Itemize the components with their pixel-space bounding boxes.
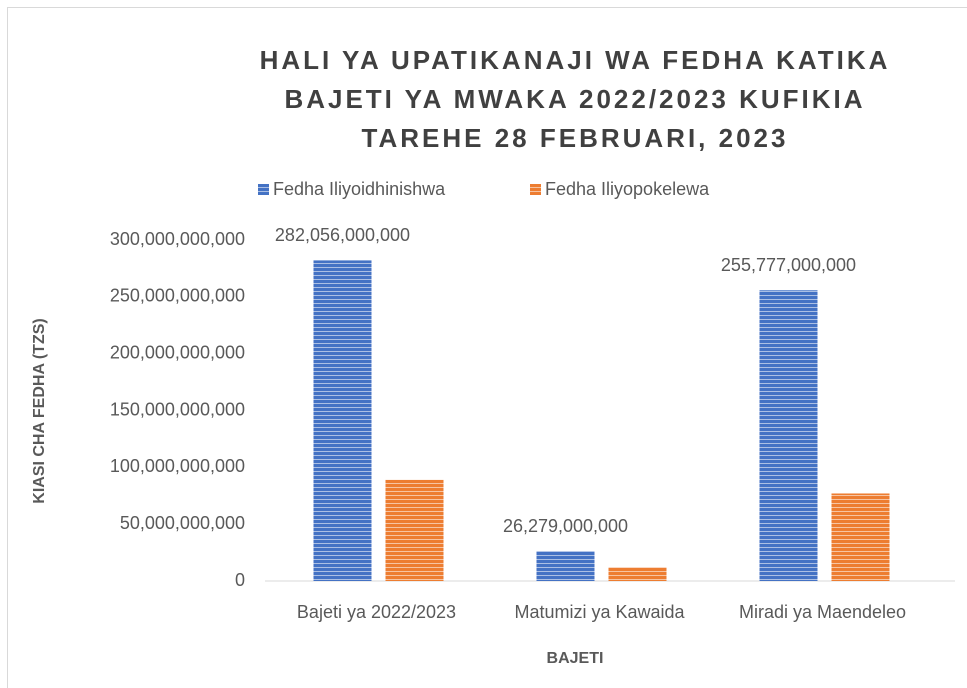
chart-frame bbox=[7, 7, 967, 688]
x-tick-label: Matumizi ya Kawaida bbox=[514, 602, 685, 622]
x-tick-label: Miradi ya Maendeleo bbox=[739, 602, 906, 622]
x-axis-title: BAJETI bbox=[547, 650, 604, 667]
y-tick-label: 0 bbox=[235, 570, 245, 590]
bar bbox=[759, 290, 818, 581]
data-label: 26,279,000,000 bbox=[503, 516, 628, 536]
bar bbox=[313, 260, 372, 581]
bar bbox=[831, 493, 890, 581]
y-tick-label: 50,000,000,000 bbox=[120, 513, 245, 533]
legend-label: Fedha Iliyopokelewa bbox=[545, 179, 710, 199]
legend-swatch bbox=[530, 184, 541, 195]
data-label: 282,056,000,000 bbox=[275, 225, 410, 245]
x-tick-label: Bajeti ya 2022/2023 bbox=[297, 602, 456, 622]
chart-title: BAJETI YA MWAKA 2022/2023 KUFIKIA bbox=[284, 84, 865, 114]
legend-swatch bbox=[258, 184, 269, 195]
bar bbox=[385, 479, 444, 581]
chart-title: HALI YA UPATIKANAJI WA FEDHA KATIKA bbox=[260, 45, 891, 75]
bar bbox=[608, 567, 667, 581]
chart-title: TAREHE 28 FEBRUARI, 2023 bbox=[362, 123, 789, 153]
y-tick-label: 250,000,000,000 bbox=[110, 286, 245, 306]
y-tick-label: 200,000,000,000 bbox=[110, 342, 245, 362]
legend-label: Fedha Iliyoidhinishwa bbox=[273, 179, 446, 199]
y-tick-label: 150,000,000,000 bbox=[110, 399, 245, 419]
bar bbox=[536, 551, 595, 581]
data-label: 255,777,000,000 bbox=[721, 255, 856, 275]
y-tick-label: 300,000,000,000 bbox=[110, 229, 245, 249]
y-axis-title: KIASI CHA FEDHA (TZS) bbox=[31, 318, 48, 503]
y-tick-label: 100,000,000,000 bbox=[110, 456, 245, 476]
